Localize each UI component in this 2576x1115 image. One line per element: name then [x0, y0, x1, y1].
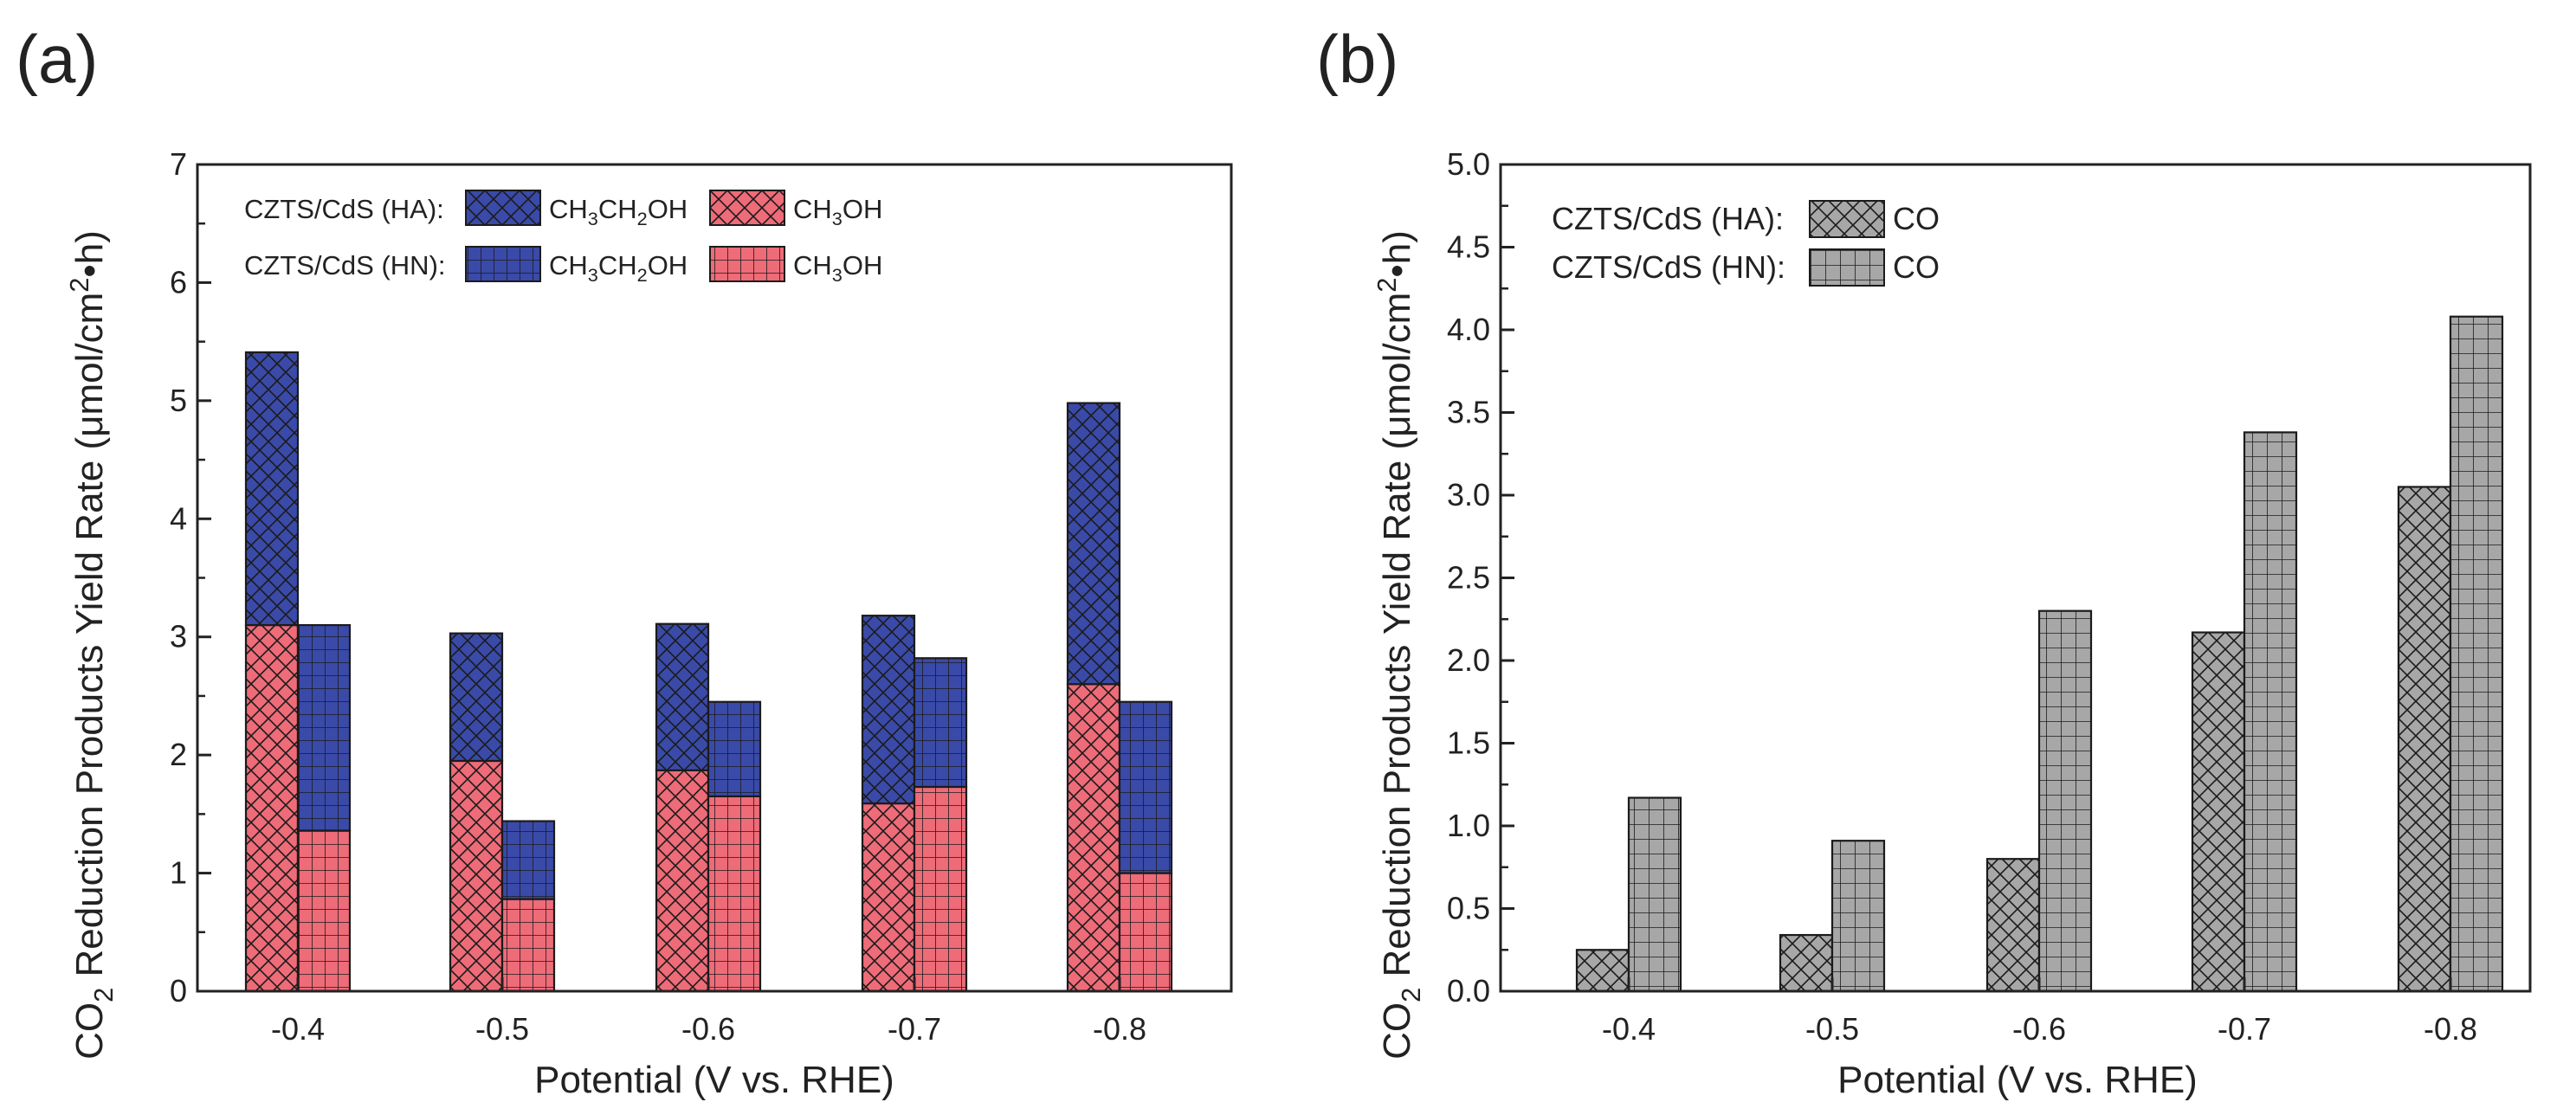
legend-label-ch3ch2oh: CH3CH2OH: [549, 250, 688, 286]
panel-b-bar-hn-co: [2449, 315, 2504, 993]
panel-a-ytick-label: 6: [170, 264, 187, 300]
panel-a-ytick-label: 2: [170, 737, 187, 772]
panel-a-bar-hn-ch3ch2oh: [913, 657, 968, 789]
panel-b-ytick-label: 2.0: [1447, 642, 1490, 678]
panel-b-ytick-label: 1.0: [1447, 808, 1490, 843]
panel-b-xtick-label: -0.4: [1602, 1011, 1656, 1047]
panel-a-legend: CZTS/CdS (HA): CH3CH2OH CH3OH CZTS/CdS (HN)…: [244, 190, 882, 286]
panel-a-xtick-label: -0.8: [1093, 1011, 1146, 1047]
panel-a-label: (a): [16, 21, 98, 97]
panel-a-xtick-label: -0.5: [475, 1011, 529, 1047]
panel-b-ytick-label: 3.5: [1447, 395, 1490, 430]
panel-a-bar-hn-ch3ch2oh: [500, 820, 556, 900]
panel-a-bar-ha-ch3ch2oh: [655, 622, 710, 771]
panel-a-bar-hn-ch3ch2oh: [296, 623, 352, 832]
panel-b-bar-ha-co: [1575, 949, 1630, 993]
panel-b-ytick-label: 3.0: [1447, 477, 1490, 512]
panel-b-ytick-label: 2.5: [1447, 560, 1490, 596]
panel-b-bar-ha-co: [1779, 933, 1834, 993]
panel-a-ytick-label: 0: [170, 973, 187, 1009]
panel-b-axes: 0.0 0.5 1.0 1.5 2.0 2.5 3.0 3.5 4.0 4.5 5.0 -0.4 -0.…: [1447, 146, 2532, 1047]
panel-a-bar-hn-ch3oh: [1118, 872, 1173, 993]
panel-b-xtick-label: -0.6: [2012, 1011, 2066, 1047]
panel-a-bar-hn-ch3ch2oh: [707, 700, 762, 797]
panel-b-ytick-label: 4.0: [1447, 312, 1490, 347]
panel-b-ytick-label: 4.5: [1447, 229, 1490, 265]
panel-b-ytick-label: 0.5: [1447, 891, 1490, 926]
panel-a-bar-ha-ch3ch2oh: [1066, 402, 1121, 686]
panel-a-axes: 0 1 2 3 4 5 6 7 -0.4 -0.5 -0.6 -0.7 -0.8: [170, 146, 1233, 1047]
panel-b-xtick-label: -0.7: [2218, 1011, 2271, 1047]
panel-a-bar-hn-ch3oh: [500, 898, 556, 993]
panel-b-xlabel: Potential (V vs. RHE): [1837, 1059, 2198, 1101]
panel-a-ytick-label: 4: [170, 500, 187, 536]
panel-b-bar-hn-co: [1627, 796, 1682, 993]
panel-b: (b) 0.0 0.5 1.0 1.5 2.0 2.5 3.0 3.5 4.0 4.5 5.0 -0.…: [1316, 21, 2532, 1101]
panel-a-bar-ha-ch3ch2oh: [861, 615, 916, 805]
panel-a-ytick-label: 3: [170, 619, 187, 654]
panel-a-bar-ha-ch3oh: [655, 769, 710, 993]
panel-b-xtick-label: -0.5: [1805, 1011, 1859, 1047]
panel-a-bar-hn-ch3oh: [913, 785, 968, 993]
panel-a-ytick-label: 5: [170, 383, 187, 418]
panel-b-bar-hn-co: [2243, 431, 2298, 993]
panel-a-bar-ha-ch3ch2oh: [449, 632, 504, 763]
legend-swatch-hn-ch3ch2oh: [465, 246, 541, 282]
panel-a-xtick-label: -0.7: [888, 1011, 941, 1047]
legend-swatch-ha-co: [1809, 200, 1885, 238]
panel-b-xtick-label: -0.8: [2424, 1011, 2477, 1047]
panel-b-ytick-label: 1.5: [1447, 725, 1490, 761]
panel-a-bar-ha-ch3ch2oh: [244, 351, 300, 627]
panel-b-bar-hn-co: [2037, 609, 2093, 993]
panel-b-bar-hn-co: [1830, 840, 1886, 993]
panel-b-ytick-label: 5.0: [1447, 146, 1490, 182]
panel-b-bars: [1575, 315, 2504, 993]
legend-swatch-ha-ch3oh: [709, 190, 785, 226]
panel-a-ytick-label: 1: [170, 855, 187, 891]
legend-label-co: CO: [1893, 201, 1940, 236]
legend-label-ch3oh: CH3OH: [793, 194, 882, 229]
panel-b-label: (b): [1316, 21, 1398, 97]
panel-a-ytick-label: 7: [170, 146, 187, 182]
panel-a-bar-ha-ch3oh: [861, 802, 916, 993]
panel-a-bar-ha-ch3oh: [1066, 683, 1121, 993]
panel-a-xtick-label: -0.6: [681, 1011, 735, 1047]
legend-sample-label-ha: CZTS/CdS (HA):: [1552, 201, 1784, 236]
legend-sample-label-hn: CZTS/CdS (HN):: [1552, 249, 1785, 285]
panel-a-bars: [244, 351, 1173, 993]
panel-b-bar-ha-co: [2191, 631, 2246, 993]
panel-b-ylabel: CO2 Reduction Products Yield Rate (μmol/…: [1372, 230, 1426, 1060]
panel-a-bar-hn-ch3ch2oh: [1118, 700, 1173, 874]
panel-a-xtick-label: -0.4: [271, 1011, 325, 1047]
panel-a-bar-hn-ch3oh: [296, 829, 352, 993]
panel-a: (a) 0 1 2 3 4 5 6 7 -0.4 -0.5 -0.6 -0.7 -0.8 CZTS/Cd…: [16, 21, 1233, 1101]
legend-swatch-hn-co: [1809, 248, 1885, 287]
legend-label-co: CO: [1893, 249, 1940, 285]
legend-sample-label-hn: CZTS/CdS (HN):: [244, 250, 446, 280]
panel-a-bar-ha-ch3oh: [449, 759, 504, 993]
legend-swatch-hn-ch3oh: [709, 246, 785, 282]
panel-b-bar-ha-co: [1985, 858, 2041, 993]
legend-swatch-ha-ch3ch2oh: [465, 190, 541, 226]
panel-b-ytick-label: 0.0: [1447, 973, 1490, 1009]
legend-label-ch3oh: CH3OH: [793, 250, 882, 286]
legend-sample-label-ha: CZTS/CdS (HA):: [244, 194, 444, 224]
panel-b-legend: CZTS/CdS (HA): CO CZTS/CdS (HN): CO: [1552, 200, 1940, 287]
panel-a-xlabel: Potential (V vs. RHE): [534, 1059, 894, 1101]
panel-a-bar-ha-ch3oh: [244, 623, 300, 993]
panel-b-bar-ha-co: [2397, 486, 2452, 993]
panel-a-bar-hn-ch3oh: [707, 795, 762, 993]
panel-a-ylabel: CO2 Reduction Products Yield Rate (μmol/…: [64, 230, 119, 1060]
legend-label-ch3ch2oh: CH3CH2OH: [549, 194, 688, 229]
